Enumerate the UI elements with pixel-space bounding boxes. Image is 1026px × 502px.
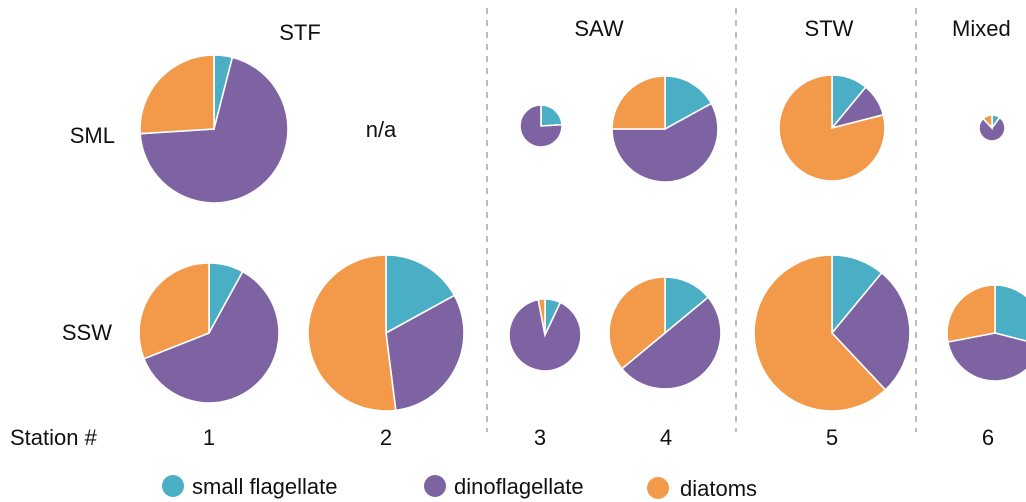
pie-slice-dinoflagellate — [508, 298, 582, 372]
pie-slice-diatoms — [307, 254, 397, 412]
pie-slice-dinoflagellate — [830, 271, 911, 391]
pie-ssw-station-6 — [946, 284, 1026, 382]
pie-slice-diatoms — [611, 75, 666, 130]
legend-marker-diatoms — [647, 477, 669, 499]
pies — [138, 54, 1026, 412]
pie-slice-small-flagellate — [994, 284, 1026, 342]
station-axis-label: Station # — [10, 425, 98, 450]
pie-slice-small-flagellate — [664, 75, 713, 131]
pie-slice-diatoms — [138, 262, 210, 360]
pie-ssw-station-3 — [508, 298, 582, 372]
pie-slice-dinoflagellate — [620, 296, 722, 390]
pie-slice-small-flagellate — [385, 254, 456, 335]
pie-slice-diatoms — [981, 114, 993, 131]
pie-slice-diatoms — [753, 254, 887, 412]
row-label-ssw: SSW — [62, 320, 112, 345]
pie-ssw-station-5 — [753, 254, 911, 412]
station-tick-1: 1 — [203, 425, 215, 450]
pie-sml-station-4 — [611, 75, 719, 183]
pie-slice-dinoflagellate — [142, 270, 280, 404]
pie-ssw-station-4 — [608, 276, 722, 390]
pie-slice-small-flagellate — [540, 104, 563, 127]
station-tick-2: 2 — [380, 425, 392, 450]
legend-marker-dinoflagellate — [424, 475, 446, 497]
group-label-stf: STF — [279, 20, 321, 45]
station-tick-4: 4 — [660, 425, 672, 450]
pie-ssw-station-1 — [138, 262, 280, 404]
pie-sml-station-6 — [978, 114, 1006, 142]
legend-label-dinoflagellate: dinoflagellate — [454, 474, 584, 499]
pie-slice-diatoms — [537, 298, 546, 336]
legend-marker-small-flagellate — [162, 475, 184, 497]
pie-slice-dinoflagellate — [946, 332, 1026, 382]
pie-sml-station-3 — [519, 104, 563, 148]
station-tick-5: 5 — [826, 425, 838, 450]
legend-label-small-flagellate: small flagellate — [192, 474, 338, 499]
group-label-saw: SAW — [574, 16, 624, 41]
pie-slice-dinoflagellate — [519, 104, 563, 148]
pie-slice-dinoflagellate — [611, 102, 719, 183]
pie-sml-station-1 — [139, 54, 289, 204]
pie-sml-station-5 — [778, 74, 886, 182]
group-label-mixed: Mixed — [952, 16, 1011, 41]
pie-slice-diatoms — [778, 74, 886, 182]
pie-ssw-station-2 — [307, 254, 465, 412]
pie-slice-dinoflagellate — [978, 116, 1006, 142]
pie-slice-dinoflagellate — [385, 294, 465, 412]
na-label: n/a — [366, 117, 397, 142]
separators — [486, 8, 917, 432]
row-label-sml: SML — [70, 123, 115, 148]
station-tick-6: 6 — [982, 425, 994, 450]
legend: small flagellate dinoflagellate diatoms — [162, 474, 757, 501]
pie-slice-diatoms — [608, 276, 666, 370]
group-label-stw: STW — [805, 16, 854, 41]
legend-label-diatoms: diatoms — [680, 476, 757, 501]
pie-slice-diatoms — [139, 54, 215, 135]
station-tick-3: 3 — [534, 425, 546, 450]
pie-slice-diatoms — [946, 284, 996, 343]
pie-slice-dinoflagellate — [139, 56, 289, 204]
